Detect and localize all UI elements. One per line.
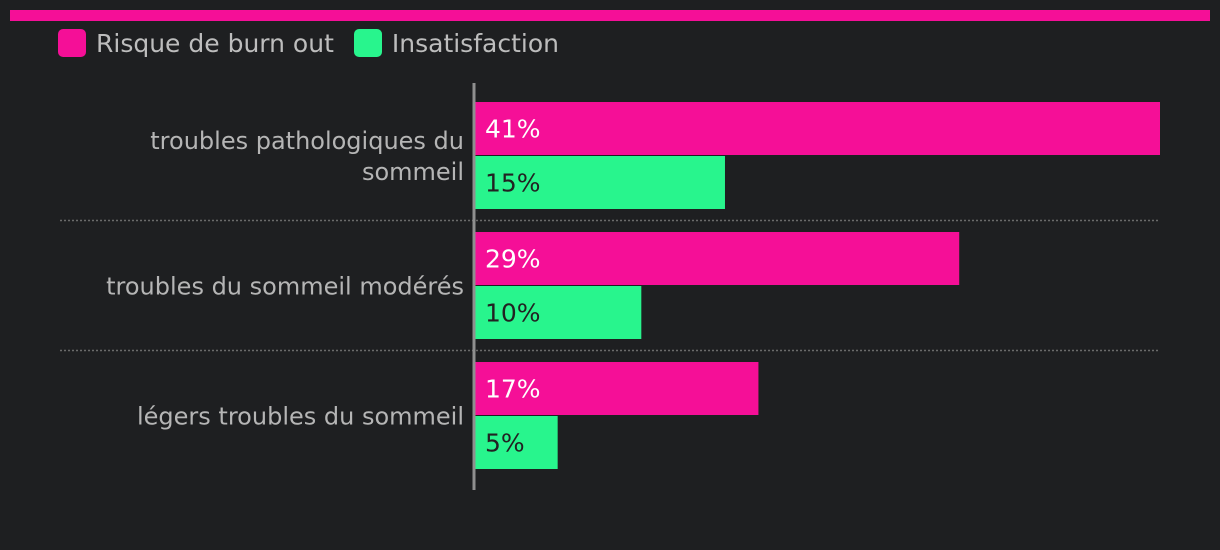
bar-value-label: 10% <box>485 299 541 328</box>
legend-label-insatisfaction: Insatisfaction <box>391 28 559 58</box>
legend-swatch-risque <box>58 29 86 57</box>
bar-risque-1[interactable] <box>474 102 1160 155</box>
legend: Risque de burn out Insatisfaction <box>58 28 579 58</box>
bar-value-label: 5% <box>485 429 525 458</box>
legend-label-risque: Risque de burn out <box>96 28 334 58</box>
bar-risque-3[interactable] <box>474 362 759 415</box>
category-label: troubles du sommeil modérés <box>106 273 464 301</box>
category-label: troubles pathologiques du sommeil <box>150 127 464 186</box>
legend-item-risque[interactable]: Risque de burn out <box>58 29 334 58</box>
bar-value-label: 15% <box>485 169 541 198</box>
bar-insatisfaction-3[interactable] <box>474 416 558 469</box>
bar-insatisfaction-1[interactable] <box>474 156 725 209</box>
bar-value-label: 29% <box>485 245 541 274</box>
bar-insatisfaction-2[interactable] <box>474 286 642 339</box>
accent-top-bar <box>10 10 1210 21</box>
bar-value-label: 41% <box>485 115 541 144</box>
legend-swatch-insatisfaction <box>353 29 382 57</box>
bar-value-label: 17% <box>485 375 541 404</box>
category-label: légers troubles du sommeil <box>137 403 464 431</box>
legend-item-insatisfaction[interactable]: Insatisfaction <box>353 28 559 58</box>
bar-risque-2[interactable] <box>474 232 960 285</box>
